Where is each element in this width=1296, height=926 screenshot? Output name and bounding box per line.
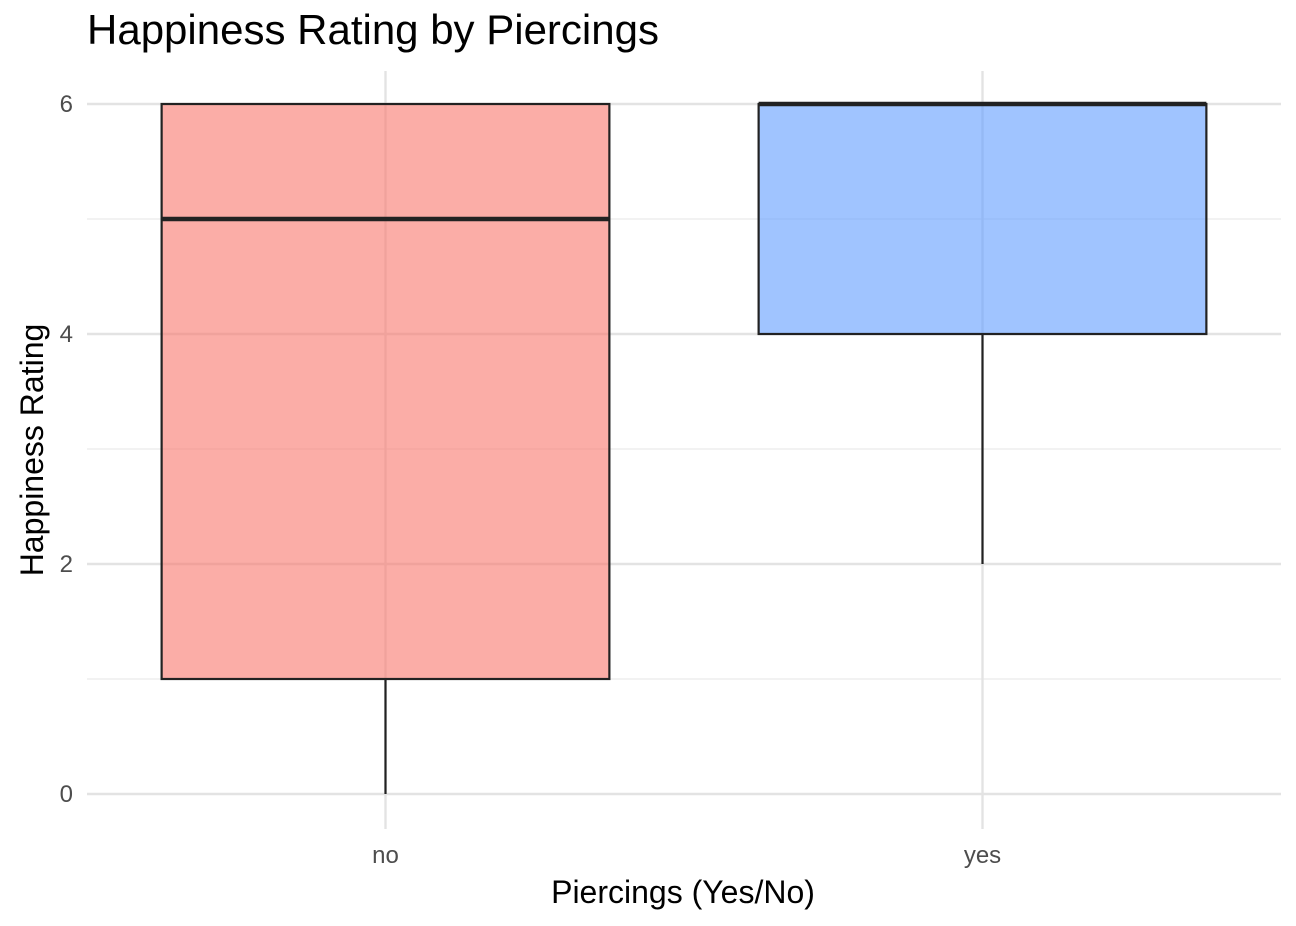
x-tick-label: yes — [964, 842, 1001, 869]
x-tick-label: no — [372, 842, 399, 869]
y-axis-title: Happiness Rating — [14, 324, 50, 577]
y-tick-label: 0 — [60, 781, 73, 808]
tick-layer: 0 2 4 6 no yes — [60, 91, 1002, 869]
box-layer — [160, 101, 1208, 794]
box-yes — [757, 102, 1208, 336]
y-tick-label: 4 — [60, 321, 73, 348]
box-no — [160, 102, 611, 681]
y-tick-label: 6 — [60, 91, 73, 118]
y-tick-label: 2 — [60, 551, 73, 578]
x-axis-title: Piercings (Yes/No) — [551, 874, 815, 910]
chart-title: Happiness Rating by Piercings — [87, 6, 659, 53]
